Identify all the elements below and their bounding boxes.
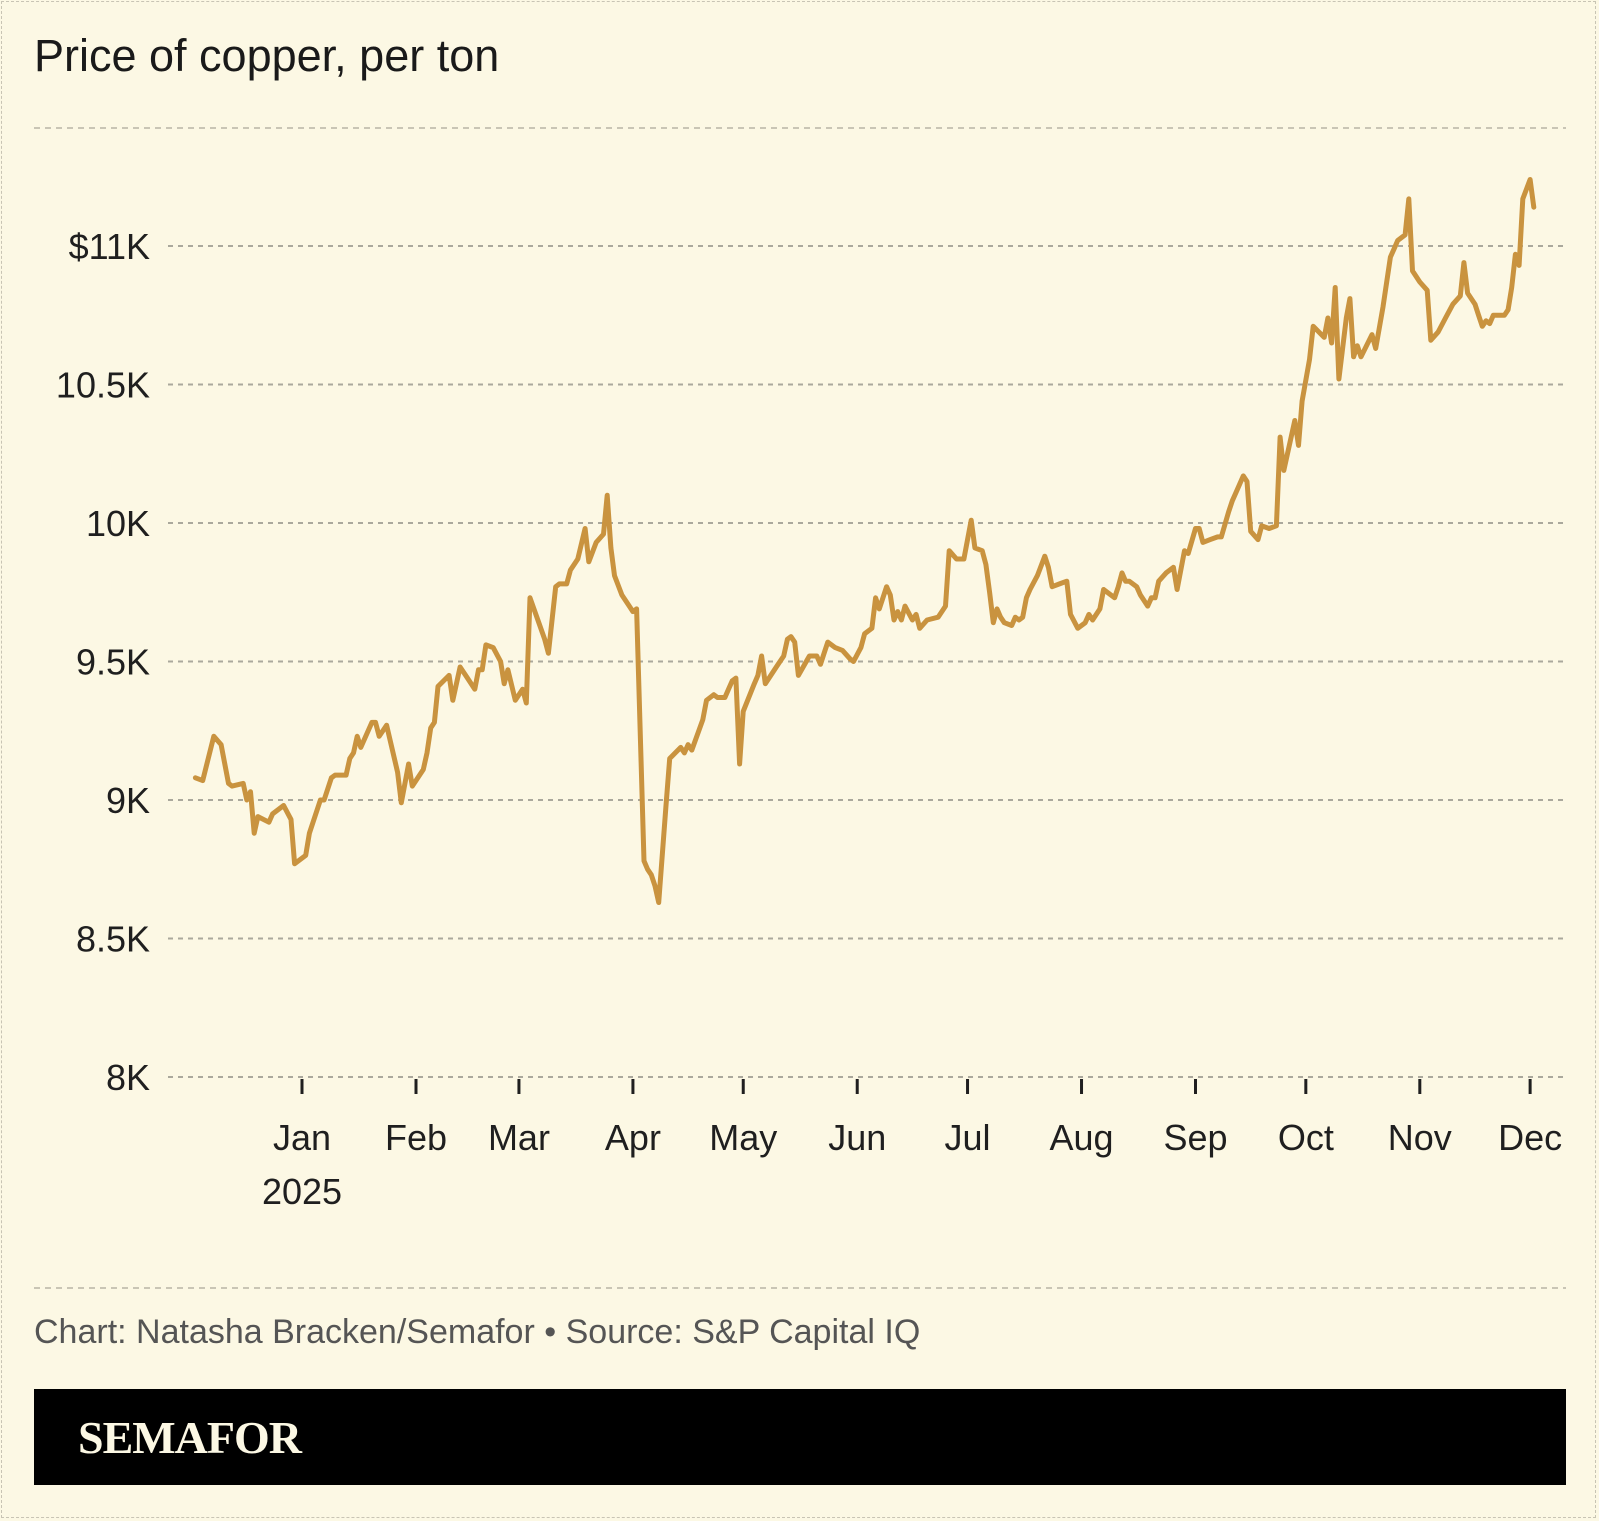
- x-tick-label: Jan: [273, 1117, 331, 1158]
- y-axis: 8K 8.5K 9K 9.5K 10K 10.5K $11K: [56, 226, 150, 1098]
- y-tick-label: 9.5K: [76, 642, 150, 683]
- y-tick-label: 10K: [86, 503, 150, 544]
- y-tick-label: 9K: [106, 780, 150, 821]
- credit-source: Source: S&P Capital IQ: [565, 1313, 921, 1351]
- x-tick-label: Dec: [1498, 1117, 1562, 1158]
- chart-title: Price of copper, per ton: [34, 30, 500, 81]
- x-axis: Jan 2025 Feb Mar Apr May Jun Jul Aug Sep Oct Nov Dec: [262, 1079, 1562, 1212]
- y-tick-label: 8K: [106, 1057, 150, 1098]
- credit-separator: •: [544, 1313, 557, 1351]
- x-tick-label: Aug: [1049, 1117, 1113, 1158]
- x-tick-year-label: 2025: [262, 1171, 342, 1212]
- x-tick-label: Nov: [1388, 1117, 1452, 1158]
- x-tick-label: Apr: [605, 1117, 661, 1158]
- credit-author: Chart: Natasha Bracken/Semafor: [34, 1313, 535, 1351]
- x-tick-label: Feb: [385, 1117, 447, 1158]
- brand-bar: SEMAFOR: [34, 1389, 1566, 1485]
- chart-credit: Chart: Natasha Bracken/Semafor • Source:…: [34, 1313, 920, 1352]
- x-tick-label: May: [709, 1117, 777, 1158]
- x-tick-label: Mar: [488, 1117, 550, 1158]
- gridlines: [168, 245, 1564, 1078]
- y-tick-label: $11K: [69, 226, 150, 267]
- semafor-logo: SEMAFOR: [78, 1412, 302, 1463]
- price-line: [192, 177, 1537, 905]
- y-tick-label: 8.5K: [76, 919, 150, 960]
- x-tick-label: Sep: [1163, 1117, 1227, 1158]
- x-tick-label: Oct: [1278, 1117, 1334, 1158]
- x-tick-label: Jul: [945, 1117, 991, 1158]
- x-tick-label: Jun: [828, 1117, 886, 1158]
- y-tick-label: 10.5K: [56, 365, 150, 406]
